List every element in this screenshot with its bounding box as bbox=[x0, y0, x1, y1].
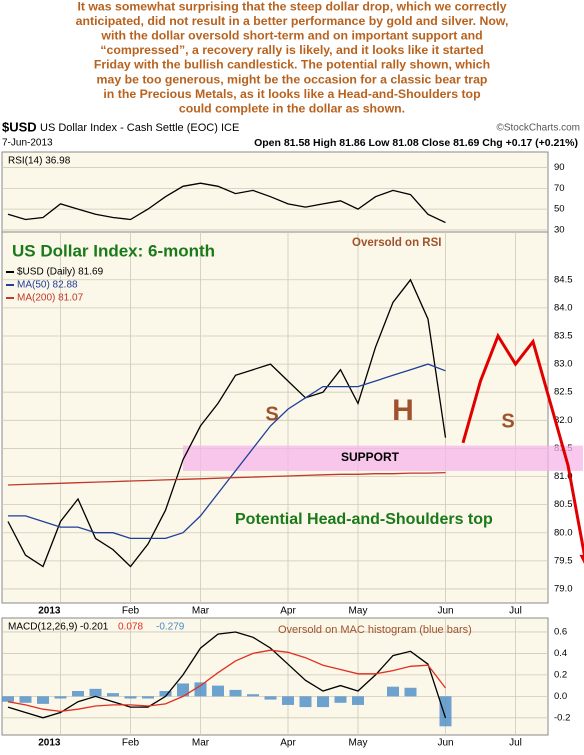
histogram-bar bbox=[282, 696, 294, 705]
annotation: S bbox=[265, 403, 278, 425]
article-line: anticipated, did not result in a better … bbox=[76, 14, 509, 28]
x-tick-label: 2013 bbox=[38, 606, 61, 617]
x-tick-label: Jun bbox=[437, 606, 453, 617]
histogram-bar bbox=[247, 694, 259, 696]
annotation: US Dollar Index: 6-month bbox=[12, 241, 215, 260]
histogram-bar bbox=[387, 687, 399, 697]
x-tick-label: Jul bbox=[509, 606, 522, 617]
x-tick-label: Apr bbox=[280, 738, 296, 749]
article-line: “compressed”, a recovery rally is likely… bbox=[100, 43, 483, 57]
panel-title: RSI(14) 36.98 bbox=[8, 156, 71, 167]
histogram-bar bbox=[20, 696, 32, 702]
x-tick-label: Jul bbox=[509, 738, 522, 749]
x-tick-label: May bbox=[349, 738, 368, 749]
quote: Open 81.58 High 81.86 Low 81.08 Close 81… bbox=[254, 137, 578, 149]
annotation: Oversold on MAC histogram (blue bars) bbox=[278, 624, 472, 636]
histogram-bar bbox=[335, 696, 347, 702]
y-tick-label: 70 bbox=[554, 183, 565, 194]
panel-title: MACD(12,26,9) bbox=[8, 622, 77, 633]
article-line: Friday with the bullish candlestick. The… bbox=[94, 58, 490, 72]
histogram-bar bbox=[195, 682, 207, 696]
annotation: SUPPORT bbox=[341, 450, 400, 464]
histogram-bar bbox=[142, 696, 154, 698]
histogram-bar bbox=[405, 688, 417, 697]
article-line: in the Precious Metals, as it looks like… bbox=[103, 87, 480, 101]
histogram-bar bbox=[317, 696, 329, 707]
index-name: US Dollar Index - Cash Settle (EOC) ICE bbox=[40, 122, 239, 134]
arrow-head bbox=[580, 555, 584, 567]
histogram-bar bbox=[107, 693, 119, 696]
y-tick-label: 80.0 bbox=[554, 527, 573, 538]
histogram-bar bbox=[37, 696, 49, 704]
histogram-bar bbox=[440, 696, 452, 726]
y-tick-label: 0.0 bbox=[554, 691, 567, 702]
y-tick-label: 0.6 bbox=[554, 626, 567, 637]
x-tick-label: May bbox=[349, 606, 368, 617]
symbol: $USD bbox=[2, 119, 37, 134]
y-tick-label: 50 bbox=[554, 204, 565, 215]
article-line: with the dollar oversold short-term and … bbox=[100, 28, 482, 42]
article-line: It was somewhat surprising that the stee… bbox=[77, 0, 506, 13]
legend-entry: -0.279 bbox=[156, 622, 185, 633]
annotation: Oversold on RSI bbox=[352, 237, 441, 249]
y-tick-label: 0.4 bbox=[554, 648, 567, 659]
histogram-bar bbox=[265, 696, 277, 699]
y-tick-label: 79.0 bbox=[554, 583, 573, 594]
y-tick-label: 82.5 bbox=[554, 387, 573, 398]
annotation: H bbox=[392, 394, 414, 427]
annotation: S bbox=[501, 410, 514, 432]
histogram-bar bbox=[55, 696, 67, 698]
x-tick-label: Mar bbox=[192, 738, 210, 749]
y-tick-label: 79.5 bbox=[554, 555, 573, 566]
histogram-bar bbox=[300, 696, 312, 707]
y-tick-label: 90 bbox=[554, 162, 565, 173]
x-tick-label: 2013 bbox=[38, 738, 61, 749]
y-tick-label: 83.0 bbox=[554, 359, 573, 370]
annotation: Potential Head-and-Shoulders top bbox=[235, 511, 493, 528]
legend-entry: MA(200) 81.07 bbox=[17, 293, 84, 304]
histogram-bar bbox=[212, 686, 224, 697]
histogram-bar bbox=[90, 689, 102, 697]
legend-entry: 0.078 bbox=[118, 622, 143, 633]
x-tick-label: Apr bbox=[280, 606, 296, 617]
credit: ©StockCharts.com bbox=[496, 123, 580, 134]
histogram-bar bbox=[230, 690, 242, 696]
x-tick-label: Feb bbox=[122, 606, 140, 617]
legend-entry: -0.201 bbox=[80, 622, 109, 633]
y-tick-label: 80.5 bbox=[554, 499, 573, 510]
y-tick-label: 0.2 bbox=[554, 669, 567, 680]
y-tick-label: -0.2 bbox=[554, 712, 570, 723]
x-tick-label: Jun bbox=[437, 738, 453, 749]
rsi-panel bbox=[2, 152, 548, 232]
histogram-bar bbox=[72, 691, 84, 696]
histogram-bar bbox=[125, 696, 137, 698]
date: 7-Jun-2013 bbox=[2, 138, 53, 149]
x-tick-label: Feb bbox=[122, 738, 140, 749]
histogram-bar bbox=[2, 696, 14, 701]
legend-entry: $USD (Daily) 81.69 bbox=[17, 267, 104, 278]
y-tick-label: 84.5 bbox=[554, 274, 573, 285]
y-tick-label: 84.0 bbox=[554, 302, 573, 313]
histogram-bar bbox=[352, 696, 364, 705]
y-tick-label: 30 bbox=[554, 224, 565, 235]
x-tick-label: Mar bbox=[192, 606, 210, 617]
article-line: could complete in the dollar as shown. bbox=[179, 101, 405, 115]
y-tick-label: 83.5 bbox=[554, 331, 573, 342]
article-line: may be too generous, might be the occasi… bbox=[97, 72, 488, 86]
legend-entry: MA(50) 82.88 bbox=[17, 280, 78, 291]
